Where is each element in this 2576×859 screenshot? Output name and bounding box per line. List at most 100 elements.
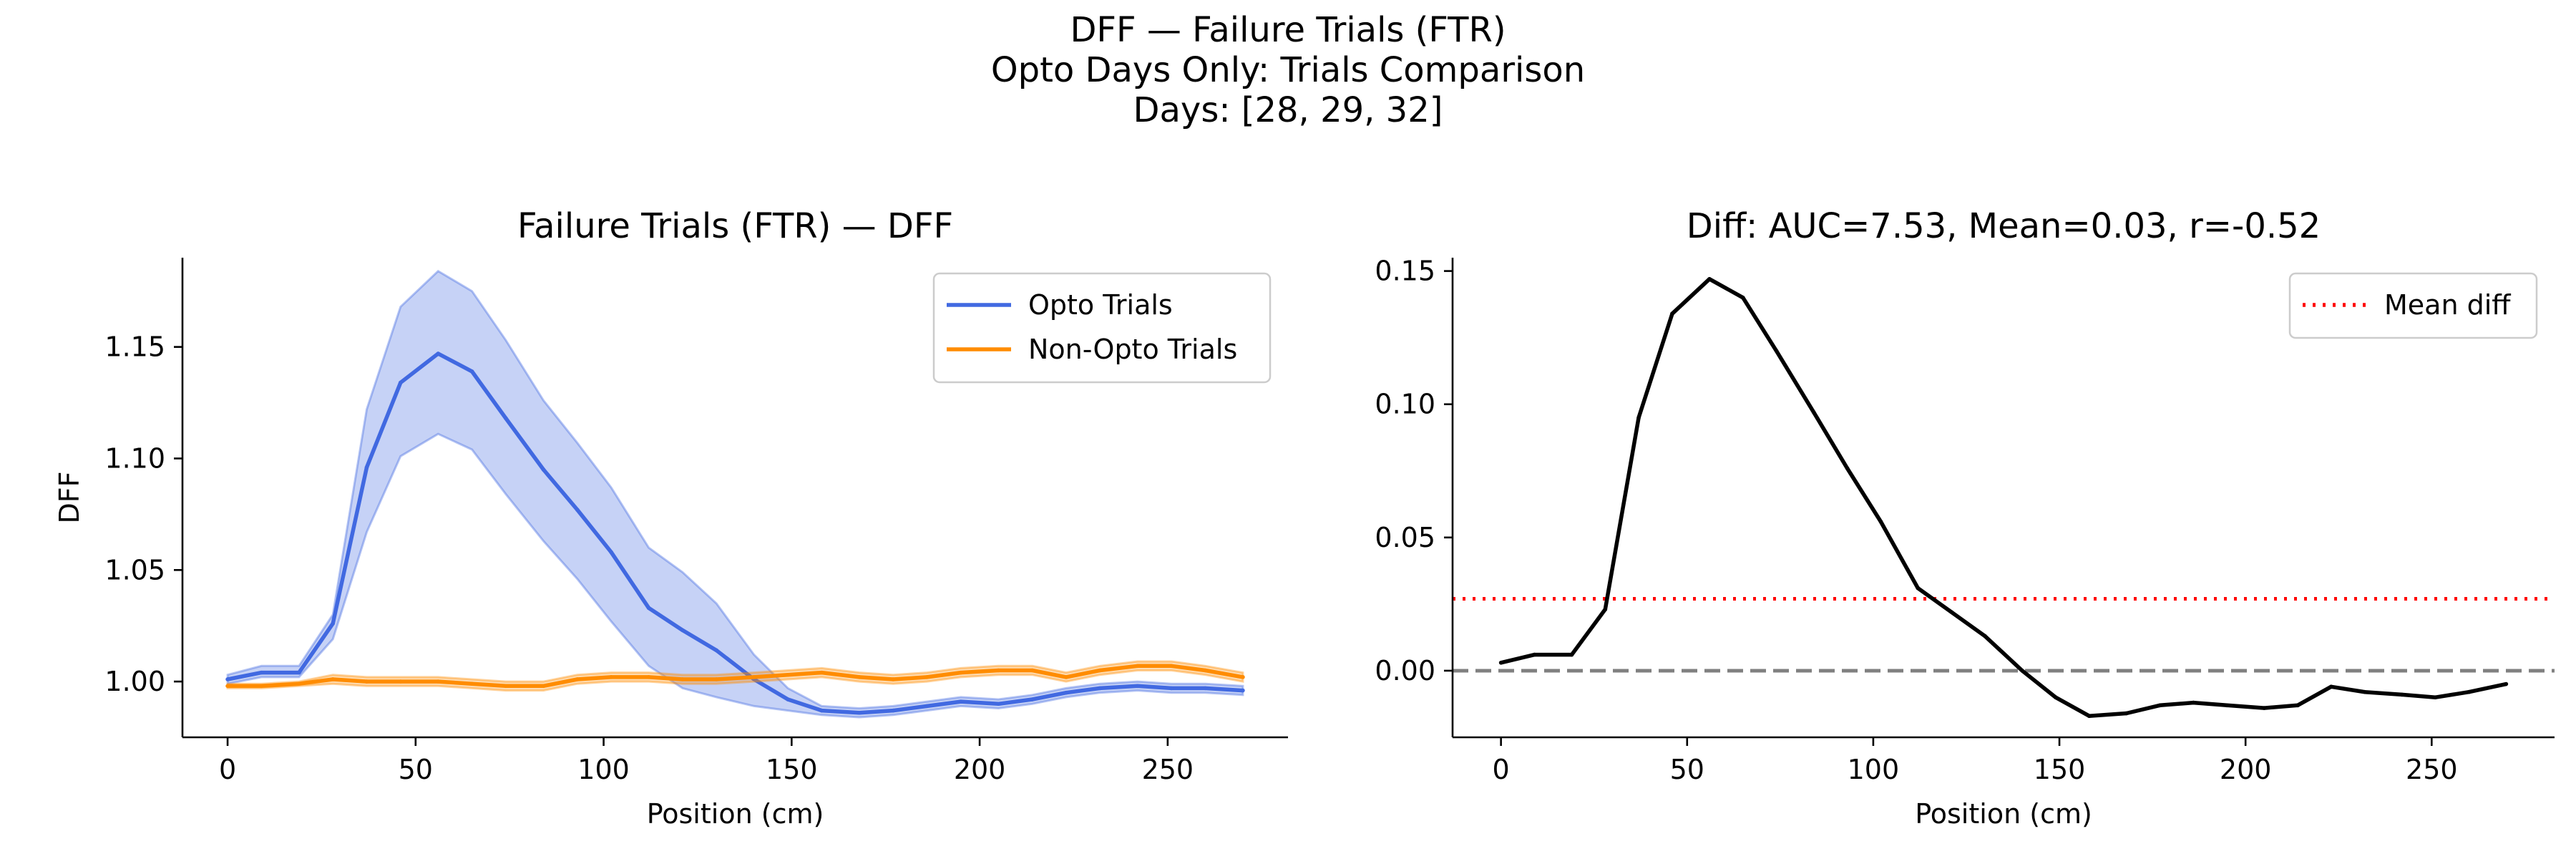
data-point: [891, 708, 896, 713]
axes-title: Failure Trials (FTR) — DFF: [517, 206, 953, 246]
data-point: [819, 670, 824, 675]
data-point: [1774, 349, 1779, 354]
data-point: [819, 708, 824, 713]
data-point: [857, 675, 862, 679]
data-point: [1098, 668, 1103, 673]
data-point: [857, 710, 862, 715]
data-point: [2467, 689, 2472, 694]
data-point: [2362, 689, 2367, 694]
data-point: [331, 677, 336, 681]
data-point: [2262, 706, 2266, 710]
y-tick-label: 0.00: [1375, 655, 1435, 686]
data-point: [714, 677, 719, 681]
data-point: [1241, 675, 1245, 679]
suptitle-line-1: DFF — Failure Trials (FTR): [1070, 10, 1506, 50]
data-point: [469, 681, 474, 686]
data-point: [504, 416, 508, 421]
y-tick-label: 1.00: [104, 666, 165, 697]
data-point: [297, 670, 301, 675]
data-point: [1741, 296, 1745, 300]
y-axis-label: DFF: [54, 472, 85, 524]
series-line-0: [1500, 277, 2507, 718]
data-point: [2399, 692, 2404, 697]
x-tick-label: 250: [1142, 754, 1194, 785]
figure-suptitle: DFF — Failure Trials (FTR) Opto Days Onl…: [0, 10, 2576, 130]
y-tick-label: 0.10: [1375, 389, 1435, 420]
data-point: [2504, 681, 2509, 686]
y-tick-label: 1.10: [104, 442, 165, 474]
data-point: [1916, 586, 1921, 591]
legend-box: [2288, 272, 2538, 339]
data-point: [1241, 688, 1245, 693]
data-point: [1983, 634, 1987, 639]
data-point: [2020, 669, 2024, 673]
x-tick-label: 200: [954, 754, 1006, 785]
data-point: [1949, 610, 1953, 614]
data-point: [225, 677, 230, 681]
data-point: [259, 684, 264, 689]
data-point: [996, 702, 1001, 707]
data-point: [2329, 684, 2333, 689]
data-point: [1636, 415, 1641, 420]
series-line-1: [228, 664, 1244, 689]
data-point: [436, 351, 441, 356]
data-point: [1845, 466, 1850, 470]
data-point: [1098, 686, 1103, 691]
legend-box: [932, 272, 1272, 384]
legend: Mean diff: [2288, 272, 2538, 339]
data-point: [575, 677, 580, 681]
x-tick-label: 50: [399, 754, 433, 785]
data-point: [1532, 652, 1537, 657]
data-point: [2054, 695, 2058, 699]
data-point: [1135, 684, 1140, 689]
data-point: [436, 679, 441, 684]
data-point: [646, 606, 651, 611]
y-tick-label: 0.15: [1375, 256, 1435, 287]
series-line-0: [227, 351, 1244, 715]
data-point: [541, 684, 546, 689]
axes-title: Diff: AUC=7.53, Mean=0.03, r=-0.52: [1687, 206, 2321, 246]
x-tick-label: 100: [577, 754, 630, 785]
y-tick-label: 0.05: [1375, 522, 1435, 553]
y-tick-label: 1.15: [104, 331, 165, 363]
suptitle-line-3: Days: [28, 29, 32]: [1133, 90, 1443, 130]
x-tick-label: 50: [1670, 754, 1704, 785]
y-tick-label: 1.05: [104, 554, 165, 586]
data-point: [609, 550, 613, 555]
data-point: [2296, 703, 2300, 708]
x-axis-label: Position (cm): [1915, 798, 2092, 830]
panel-diff: Diff: AUC=7.53, Mean=0.03, r=-0.52 0 50 100…: [1375, 206, 2555, 830]
data-point: [1169, 686, 1174, 691]
data-point: [959, 699, 963, 704]
legend-label: Opto Trials: [1028, 289, 1173, 321]
data-point: [1707, 276, 1712, 281]
data-point: [469, 369, 474, 374]
data-point: [786, 672, 790, 677]
data-point: [364, 679, 369, 684]
data-point: [1498, 660, 1503, 665]
data-point: [225, 684, 230, 689]
legend-label: Mean diff: [2384, 289, 2511, 321]
data-point: [364, 465, 369, 470]
data-point: [541, 467, 546, 472]
data-point: [646, 675, 651, 679]
data-point: [1811, 410, 1816, 414]
data-point: [1603, 607, 1608, 612]
data-point: [1030, 668, 1035, 673]
legend: Opto Trials Non-Opto Trials: [932, 272, 1272, 384]
data-point: [1030, 697, 1035, 702]
x-tick-label: 200: [2220, 754, 2272, 785]
data-point: [504, 684, 508, 689]
data-point: [680, 677, 685, 681]
data-point: [259, 670, 264, 675]
data-point: [2433, 695, 2438, 699]
x-tick-label: 0: [1493, 754, 1510, 785]
suptitle-line-2: Opto Days Only: Trials Comparison: [990, 50, 1586, 90]
data-point: [2087, 714, 2092, 719]
data-point: [1135, 664, 1140, 669]
x-tick-label: 150: [2034, 754, 2086, 785]
legend-label: Non-Opto Trials: [1028, 334, 1237, 365]
x-axis-label: Position (cm): [647, 798, 824, 830]
data-point: [398, 380, 403, 385]
